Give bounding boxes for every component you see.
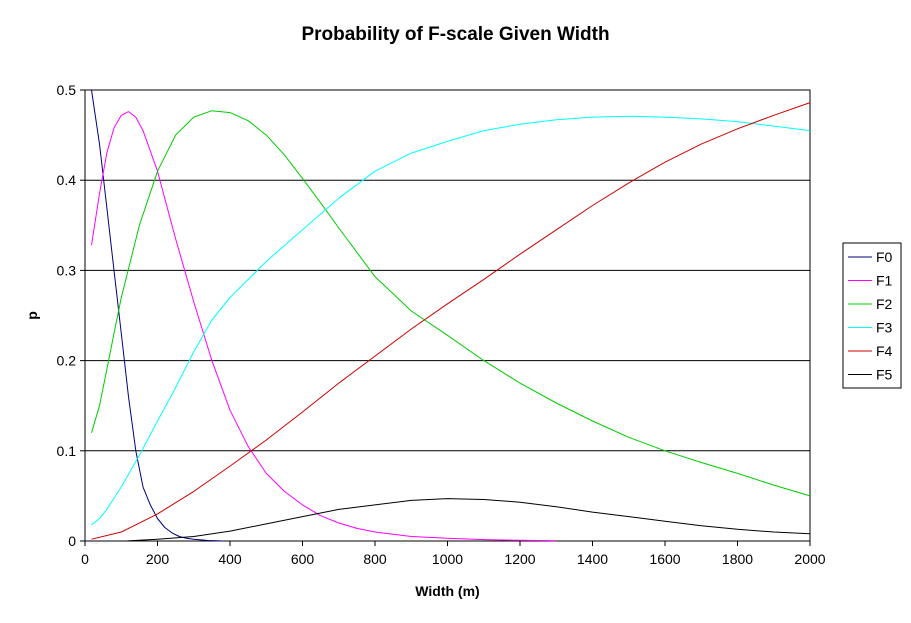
x-tick-label: 2000: [794, 551, 825, 567]
series-line-f4: [91, 102, 811, 540]
series-line-f5: [124, 498, 811, 542]
x-tick-label: 0: [81, 551, 89, 567]
y-tick-label: 0.2: [57, 353, 77, 369]
series-line-f3: [91, 115, 811, 526]
chart-title: Probability of F-scale Given Width: [301, 24, 610, 45]
series-line-f1: [91, 111, 557, 542]
y-tick-label: 0: [68, 533, 76, 549]
legend: F0 F1 F2 F3 F4 F5: [842, 242, 902, 389]
legend-label-f2: F2: [876, 296, 893, 312]
x-tick-label: 1200: [504, 551, 535, 567]
x-tick-label: 600: [291, 551, 315, 567]
legend-label-f5: F5: [876, 367, 893, 383]
series-line-f0: [91, 89, 223, 542]
legend-label-f4: F4: [876, 343, 893, 359]
x-tick-label: 1400: [577, 551, 608, 567]
legend-label-f1: F1: [876, 273, 893, 289]
y-axis-label: p: [24, 311, 40, 320]
plot-area: [84, 89, 811, 542]
series-line-f2: [91, 110, 811, 497]
x-tick-label: 200: [146, 551, 170, 567]
y-tick-label: 0.3: [57, 262, 77, 278]
x-tick-label: 1600: [649, 551, 680, 567]
x-axis-label: Width (m): [415, 583, 479, 599]
x-tick-label: 400: [218, 551, 242, 567]
grid-lines: [85, 179, 810, 452]
tick-labels: 0 0.1 0.2 0.3 0.4 0.5 0 200 400 600 800 1000 1200 140…: [57, 82, 826, 567]
x-tick-label: 800: [363, 551, 387, 567]
x-tick-label: 1800: [722, 551, 753, 567]
y-tick-label: 0.5: [57, 82, 77, 98]
legend-box: [842, 242, 902, 389]
y-tick-label: 0.4: [57, 172, 77, 188]
legend-label-f0: F0: [876, 249, 893, 265]
y-tick-label: 0.1: [57, 443, 77, 459]
legend-label-f3: F3: [876, 320, 893, 336]
x-tick-label: 1000: [432, 551, 463, 567]
series-lines: [91, 89, 811, 542]
